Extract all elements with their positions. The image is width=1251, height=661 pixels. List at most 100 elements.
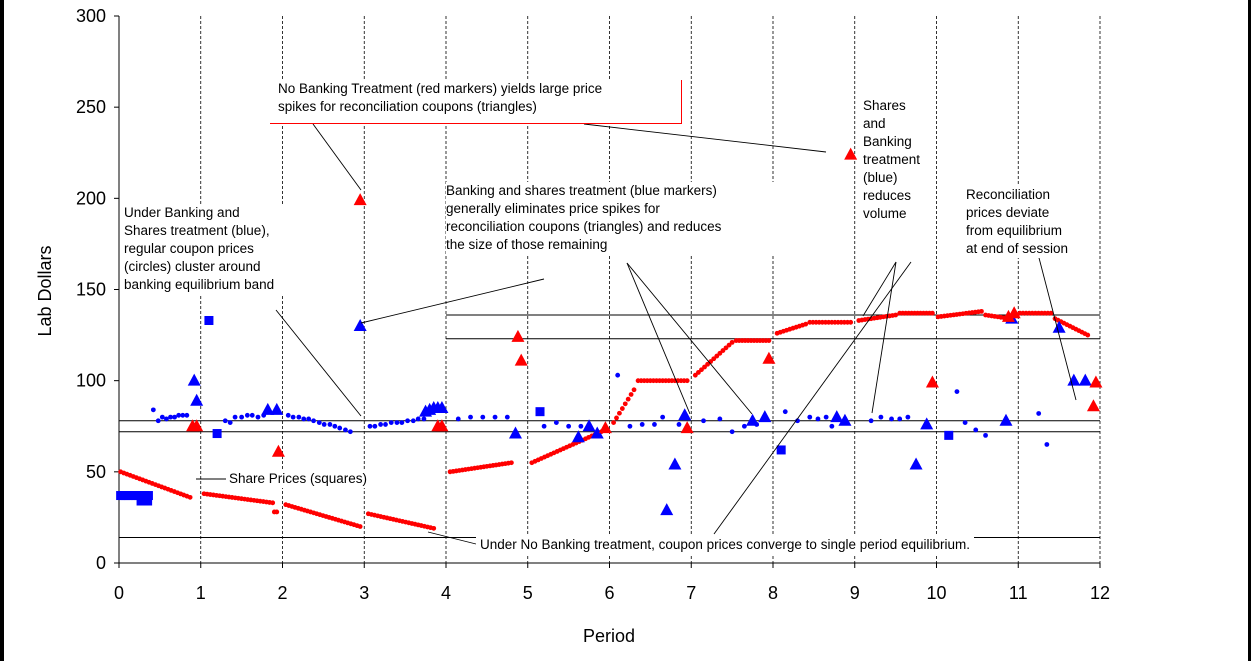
circle-point <box>187 494 193 500</box>
circle-point <box>399 420 405 426</box>
square-point <box>944 430 954 440</box>
circle-point <box>378 422 383 427</box>
triangle-point <box>660 503 674 516</box>
circle-point <box>394 420 400 426</box>
triangle-point <box>508 426 522 439</box>
triangle-point <box>271 444 285 457</box>
circle-point <box>311 418 316 424</box>
circle-point <box>714 353 720 359</box>
triangle-point <box>598 421 612 434</box>
triangle-point <box>838 413 852 426</box>
annotation-line: generally eliminates price spikes for <box>446 201 660 216</box>
circle-point <box>614 415 619 421</box>
data-points <box>116 147 1103 531</box>
annotation-leader <box>1037 253 1077 401</box>
circle-point <box>468 414 473 420</box>
circle-point <box>541 423 547 429</box>
annotation-leader <box>360 278 545 324</box>
circle-point <box>619 406 625 411</box>
annotation-line: and <box>863 116 886 131</box>
circle-point <box>983 432 988 438</box>
circle-point <box>168 414 173 420</box>
annotation-leader <box>626 262 753 415</box>
annotation-line: Under No Banking treatment, coupon price… <box>480 537 971 552</box>
circle-point <box>337 425 343 431</box>
annotation-no-banking: No Banking Treatment (red markers) yield… <box>270 80 682 124</box>
square-point <box>776 445 786 455</box>
annotation-converge: Under No Banking treatment, coupon price… <box>476 536 975 554</box>
triangle-point <box>1052 320 1066 333</box>
circle-point <box>930 310 935 316</box>
annotation-line: Under Banking and <box>124 205 240 220</box>
y-tick-label: 200 <box>76 188 106 208</box>
circle-point <box>622 401 628 407</box>
circle-point <box>249 412 255 418</box>
triangle-point <box>1067 373 1081 386</box>
circle-point <box>244 412 250 418</box>
circle-point <box>701 418 706 424</box>
square-point <box>212 429 222 439</box>
circle-point <box>897 416 903 422</box>
circle-point <box>316 420 322 426</box>
annotation-leader <box>275 309 362 417</box>
triangle-point <box>353 193 367 206</box>
triangle-point <box>758 410 772 423</box>
annotation-line: reconciliation coupons (triangles) and r… <box>446 219 722 234</box>
annotation-line: at end of session <box>966 241 1069 256</box>
circle-point <box>388 420 394 426</box>
triangle-point <box>680 421 694 434</box>
circle-point <box>372 423 378 429</box>
circle-point <box>431 525 437 531</box>
circle-point <box>164 416 169 422</box>
circle-point <box>509 460 514 466</box>
triangle-point <box>435 419 449 432</box>
circle-point <box>692 372 698 378</box>
square-point <box>204 315 214 325</box>
annotation-line: prices deviate <box>966 205 1050 220</box>
y-tick-label: 250 <box>76 97 106 117</box>
x-tick-label: 9 <box>850 583 860 603</box>
annotation-line: Banking and shares treatment (blue marke… <box>446 183 717 198</box>
circle-point <box>343 427 348 433</box>
circle-point <box>1044 442 1050 447</box>
circle-point <box>705 361 710 367</box>
circle-point <box>889 416 894 422</box>
x-tick-label: 7 <box>686 583 696 603</box>
triangle-point <box>571 430 585 443</box>
circle-point <box>155 418 161 424</box>
circle-point <box>717 416 723 422</box>
circle-point <box>905 414 911 420</box>
y-tick-label: 0 <box>96 553 106 573</box>
annotation-share-prices: Share Prices (squares) <box>229 470 372 488</box>
circle-point <box>684 378 690 384</box>
triangle-point <box>830 410 844 423</box>
x-axis-title: Period <box>583 626 635 646</box>
triangle-point <box>187 373 201 386</box>
circle-point <box>301 416 307 422</box>
x-tick-label: 6 <box>604 583 614 603</box>
annotation-line: (blue) <box>863 170 898 185</box>
circle-point <box>184 412 190 418</box>
circle-point <box>766 338 772 343</box>
triangle-point <box>511 329 525 342</box>
triangle-point <box>1007 306 1021 319</box>
circle-point <box>415 416 421 422</box>
circle-point <box>815 416 821 422</box>
annotation-leader <box>862 261 897 317</box>
annotation-line: (circles) cluster around <box>124 259 261 274</box>
annotation-line: Shares <box>863 98 906 113</box>
x-tick-label: 11 <box>1009 583 1028 603</box>
circle-point <box>628 392 634 397</box>
circle-point <box>504 414 510 420</box>
square-point <box>535 407 545 417</box>
circle-point <box>893 312 899 318</box>
annotation-line: Reconciliation <box>966 187 1051 202</box>
left-frame-border <box>0 0 4 661</box>
circle-point <box>639 422 645 427</box>
circle-point <box>383 422 388 427</box>
circle-point <box>566 423 572 429</box>
triangle-point <box>190 393 204 406</box>
triangle-point <box>270 402 284 415</box>
annotation-line: treatment <box>863 152 921 167</box>
